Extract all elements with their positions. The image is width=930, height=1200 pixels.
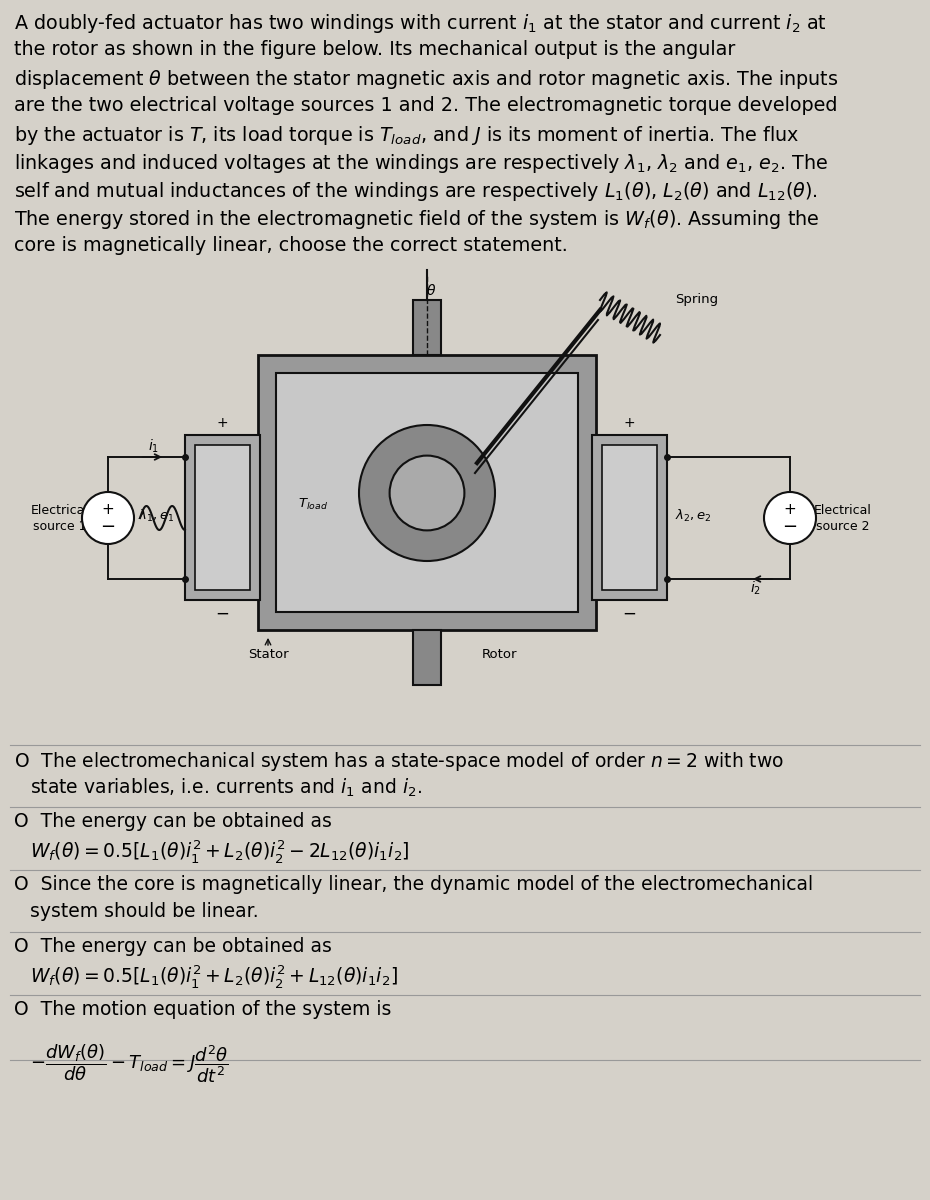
Text: O  Since the core is magnetically linear, the dynamic model of the electromechan: O Since the core is magnetically linear,… [14, 875, 813, 894]
Text: O  The electromechanical system has a state-space model of order $n = 2$ with tw: O The electromechanical system has a sta… [14, 750, 784, 773]
Text: Stator: Stator [248, 648, 288, 661]
Bar [276, 373, 578, 612]
Text: $W_f(\theta) = 0.5[L_1(\theta)i_1^2 + L_2(\theta)i_2^2 + L_{12}(\theta)i_1 i_2]$: $W_f(\theta) = 0.5[L_1(\theta)i_1^2 + L_… [30, 962, 398, 990]
Text: O  The energy can be obtained as: O The energy can be obtained as [14, 812, 332, 830]
Text: $\lambda_2, e_2$: $\lambda_2, e_2$ [675, 508, 711, 524]
Bar [258, 355, 596, 630]
Text: $W_f(\theta) = 0.5[L_1(\theta)i_1^2 + L_2(\theta)i_2^2 - 2L_{12}(\theta)i_1 i_2]: $W_f(\theta) = 0.5[L_1(\theta)i_1^2 + L_… [30, 838, 410, 865]
Text: $i_2$: $i_2$ [750, 580, 761, 598]
Text: $T$: $T$ [381, 462, 392, 476]
Text: displacement $\theta$ between the stator magnetic axis and rotor magnetic axis. : displacement $\theta$ between the stator… [14, 68, 839, 91]
Text: core is magnetically linear, choose the correct statement.: core is magnetically linear, choose the … [14, 236, 568, 254]
Circle shape [82, 492, 134, 544]
Circle shape [764, 492, 816, 544]
Text: state variables, i.e. currents and $i_1$ and $i_2$.: state variables, i.e. currents and $i_1$… [30, 778, 422, 799]
Bar [592, 434, 667, 600]
Text: are the two electrical voltage sources 1 and 2. The electromagnetic torque devel: are the two electrical voltage sources 1… [14, 96, 838, 115]
Text: self and mutual inductances of the windings are respectively $L_1(\theta)$, $L_2: self and mutual inductances of the windi… [14, 180, 818, 203]
Text: O  The energy can be obtained as: O The energy can be obtained as [14, 937, 332, 956]
Bar [195, 445, 250, 590]
Text: +: + [623, 416, 635, 430]
Text: O  The motion equation of the system is: O The motion equation of the system is [14, 1000, 392, 1019]
Text: $T_{load}$: $T_{load}$ [298, 497, 328, 512]
Text: −: − [215, 605, 229, 623]
Text: $-\dfrac{dW_f(\theta)}{d\theta} - T_{load} = J\dfrac{d^2\theta}{dt^2}$: $-\dfrac{dW_f(\theta)}{d\theta} - T_{loa… [30, 1042, 229, 1085]
Text: linkages and induced voltages at the windings are respectively $\lambda_1$, $\la: linkages and induced voltages at the win… [14, 152, 829, 175]
Text: Rotor: Rotor [482, 648, 517, 661]
Text: Spring: Spring [675, 294, 718, 306]
Bar [413, 300, 441, 355]
Text: the rotor as shown in the figure below. Its mechanical output is the angular: the rotor as shown in the figure below. … [14, 40, 736, 59]
Circle shape [390, 456, 464, 530]
Text: source 1: source 1 [33, 520, 86, 533]
Text: source 2: source 2 [817, 520, 870, 533]
Text: +: + [216, 416, 228, 430]
Bar [413, 630, 441, 685]
Text: −: − [100, 518, 115, 536]
Text: system should be linear.: system should be linear. [30, 902, 259, 922]
Text: by the actuator is $T$, its load torque is $T_{load}$, and $J$ is its moment of : by the actuator is $T$, its load torque … [14, 124, 800, 146]
Bar [602, 445, 657, 590]
Text: $\lambda_1, e_1$: $\lambda_1, e_1$ [139, 508, 175, 524]
Text: +: + [101, 503, 114, 517]
Text: The energy stored in the electromagnetic field of the system is $W_f(\theta)$. A: The energy stored in the electromagnetic… [14, 208, 819, 230]
Text: +: + [784, 503, 796, 517]
Text: Electrical: Electrical [814, 504, 872, 516]
Bar [185, 434, 260, 600]
Text: −: − [622, 605, 636, 623]
Text: Electrical: Electrical [31, 504, 89, 516]
Circle shape [359, 425, 495, 560]
Text: $i_1$: $i_1$ [148, 438, 159, 455]
Text: −: − [782, 518, 798, 536]
Text: $\theta$: $\theta$ [426, 283, 436, 298]
Text: A doubly-fed actuator has two windings with current $i_1$ at the stator and curr: A doubly-fed actuator has two windings w… [14, 12, 827, 35]
